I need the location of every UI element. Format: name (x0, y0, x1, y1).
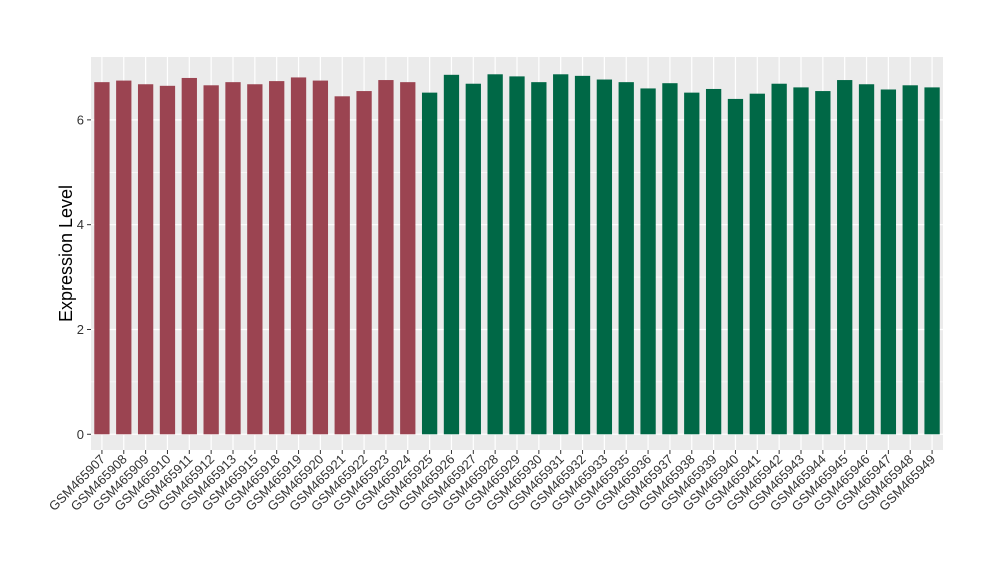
bar-GSM465912 (203, 85, 219, 435)
bar-GSM465910 (159, 85, 176, 435)
bar-GSM465932 (574, 75, 591, 435)
bar-GSM465923 (378, 80, 394, 435)
bar-GSM465944 (815, 91, 831, 435)
bar-GSM465930 (531, 82, 547, 435)
bar-GSM465927 (465, 83, 481, 435)
bar-GSM465947 (880, 89, 897, 435)
x-axis: GSM465907GSM465908GSM465909GSM465910GSM4… (46, 450, 938, 514)
bar-GSM465933 (596, 79, 613, 435)
bar-GSM465942 (771, 83, 787, 435)
bar-GSM465937 (662, 83, 678, 435)
bar-GSM465915 (247, 84, 263, 435)
y-axis-title: Expression Level (56, 185, 76, 322)
bar-GSM465918 (269, 81, 285, 435)
bar-GSM465926 (443, 74, 460, 435)
bar-GSM465919 (290, 77, 307, 435)
bar-GSM465936 (640, 88, 656, 435)
bar-GSM465908 (116, 80, 132, 435)
bar-GSM465921 (334, 96, 350, 435)
bar-GSM465939 (705, 88, 722, 435)
bar-GSM465913 (225, 82, 241, 435)
bar-GSM465911 (181, 77, 197, 435)
bar-GSM465924 (400, 82, 416, 435)
bar-GSM465949 (924, 87, 940, 435)
y-tick-label: 4 (77, 217, 84, 232)
bar-GSM465935 (618, 82, 634, 435)
bar-GSM465909 (137, 84, 154, 435)
bar-GSM465938 (684, 92, 700, 435)
bar-GSM465948 (902, 85, 918, 435)
bar-GSM465922 (356, 91, 372, 435)
bar-GSM465931 (553, 74, 569, 435)
bar-GSM465941 (749, 93, 765, 435)
y-tick-label: 0 (77, 427, 84, 442)
bar-GSM465928 (487, 74, 503, 435)
bar-GSM465945 (837, 80, 853, 435)
y-tick-label: 2 (77, 322, 84, 337)
y-tick-label: 6 (77, 112, 84, 127)
bar-GSM465925 (421, 92, 438, 435)
bar-GSM465946 (858, 84, 875, 435)
bar-GSM465940 (727, 98, 744, 435)
bar-GSM465943 (793, 87, 809, 435)
bar-GSM465929 (509, 76, 525, 435)
bar-GSM465920 (312, 80, 329, 435)
y-axis: 0 2 4 6 (77, 112, 91, 442)
bar-GSM465907 (94, 82, 110, 435)
bars (94, 74, 940, 435)
